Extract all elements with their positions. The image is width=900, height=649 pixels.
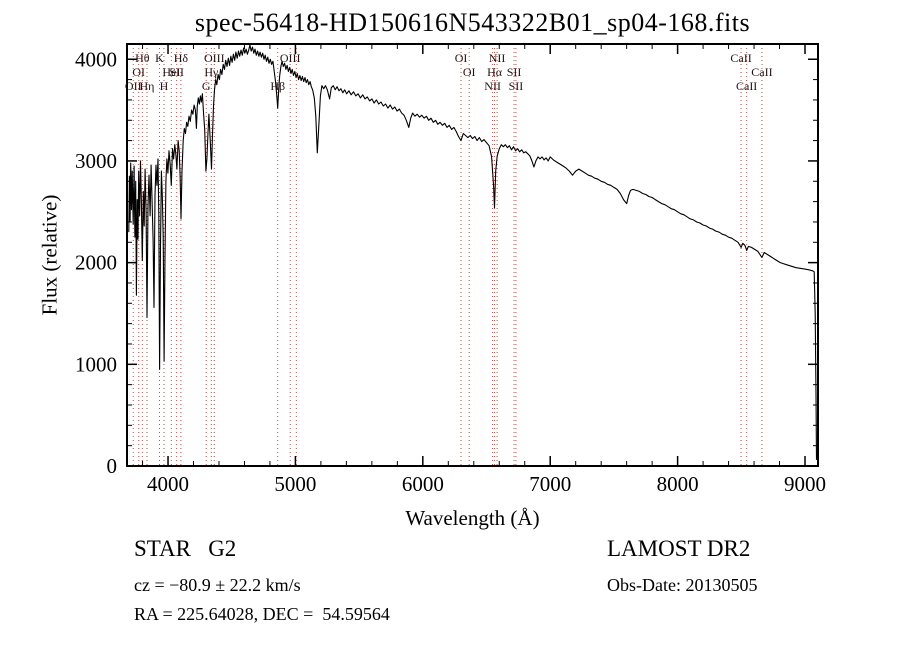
y-axis-label: Flux (relative) xyxy=(37,194,62,316)
spectral-line-label: Hη xyxy=(140,79,155,93)
spectral-line-label: SII xyxy=(509,79,524,93)
spectral-line-label: K xyxy=(155,51,164,65)
ra-dec-value: RA = 225.64028, DEC = 54.59564 xyxy=(134,604,390,624)
x-tick-label: 4000 xyxy=(147,472,189,496)
spectral-line-label: SII xyxy=(169,65,184,79)
spectral-line-label: Hγ xyxy=(204,65,219,79)
flux-curve xyxy=(128,44,818,460)
survey-label: LAMOST DR2 xyxy=(607,536,751,561)
spectral-line-label: SII xyxy=(507,65,522,79)
y-tick-label: 0 xyxy=(107,454,118,478)
y-tick-label: 2000 xyxy=(75,251,117,275)
y-tick-label: 1000 xyxy=(75,352,117,376)
spectral-line-label: Hθ xyxy=(135,51,150,65)
spectral-line-label: Hβ xyxy=(270,79,285,93)
spectral-line-label: OI xyxy=(132,65,145,79)
spectral-line-label: Hα xyxy=(487,65,503,79)
y-tick-label: 3000 xyxy=(75,149,117,173)
obs-date: Obs-Date: 20130505 xyxy=(607,575,758,595)
spectral-line-label: NII xyxy=(489,51,506,65)
spectral-line-label: CaII xyxy=(730,51,751,65)
spectral-line-label: OI xyxy=(463,65,476,79)
spectral-line-label: H xyxy=(160,79,169,93)
cz-value: cz = −80.9 ± 22.2 km/s xyxy=(134,575,301,595)
y-tick-label: 4000 xyxy=(75,47,117,71)
x-tick-label: 5000 xyxy=(274,472,316,496)
spectral-line-label: CaII xyxy=(751,65,772,79)
spectral-line-label: G xyxy=(202,79,211,93)
x-tick-label: 6000 xyxy=(402,472,444,496)
spectral-line-label: HeI xyxy=(162,65,180,79)
spectral-line-label: OII xyxy=(125,79,142,93)
axis-frame xyxy=(126,43,819,467)
x-axis-label: Wavelength (Å) xyxy=(405,506,540,530)
spectral-line-label: Hδ xyxy=(174,51,189,65)
plot-title: spec-56418-HD150616N543322B01_sp04-168.f… xyxy=(194,8,751,37)
spectral-line-label: OIII xyxy=(280,51,301,65)
x-tick-label: 9000 xyxy=(784,472,826,496)
spectral-line-label: CaII xyxy=(736,79,757,93)
spectral-line-label: OI xyxy=(455,51,468,65)
x-tick-label: 7000 xyxy=(529,472,571,496)
spectral-line-label: OIII xyxy=(204,51,225,65)
x-tick-label: 8000 xyxy=(657,472,699,496)
spectral-line-label: NII xyxy=(484,79,501,93)
classification-label: STAR G2 xyxy=(134,536,237,561)
